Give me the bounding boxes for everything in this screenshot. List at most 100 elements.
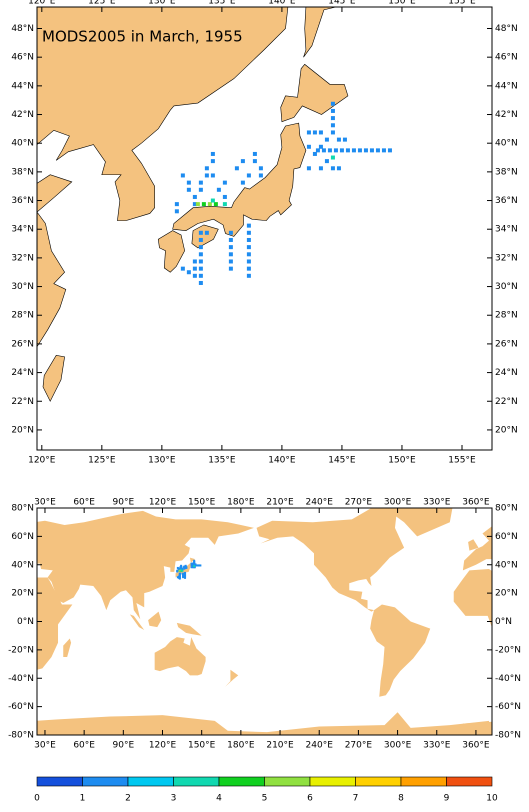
colorbar-segment	[400, 776, 447, 787]
colorbar-label: 1	[80, 794, 86, 804]
y-tick-label: -60°N	[8, 702, 34, 712]
observation	[204, 173, 209, 178]
observation	[252, 159, 257, 164]
land	[303, 7, 337, 58]
x-tick-label: 120°E	[149, 741, 177, 751]
x-tick-label: 150°E	[388, 456, 416, 466]
y-tick-label: 36°N	[11, 196, 34, 206]
y-tick-label: 44°N	[11, 81, 34, 91]
land	[154, 637, 206, 676]
observation	[186, 180, 191, 185]
x-tick-label: 330°E	[423, 741, 451, 751]
x-tick-label: 150°E	[188, 498, 216, 508]
land	[129, 614, 145, 631]
y-tick-label: 30°N	[495, 282, 518, 292]
x-tick-label: 150°E	[388, 0, 416, 7]
y-tick-label: 22°N	[495, 397, 518, 407]
observation	[315, 148, 320, 153]
observation	[333, 148, 338, 153]
observation	[234, 166, 239, 171]
observation	[204, 230, 209, 235]
observation	[192, 194, 197, 199]
y-tick-label: 48°N	[11, 24, 34, 34]
colorbar-label: 10	[486, 794, 498, 804]
observation	[185, 566, 188, 569]
observation	[210, 198, 215, 203]
observation	[193, 565, 196, 568]
observation	[228, 266, 233, 271]
observation	[246, 259, 251, 264]
observation	[178, 569, 181, 572]
x-tick-label: 135°E	[208, 456, 236, 466]
observation	[210, 173, 215, 178]
observation	[176, 570, 179, 573]
y-tick-label: 40°N	[495, 560, 518, 570]
observation	[177, 576, 180, 579]
observation	[174, 202, 179, 207]
observation	[258, 166, 263, 171]
y-tick-label: 26°N	[495, 339, 518, 349]
observation	[357, 148, 362, 153]
land	[191, 224, 219, 249]
observation	[330, 155, 335, 160]
observation	[330, 130, 335, 135]
x-tick-label: 30°E	[34, 498, 56, 508]
y-tick-label: 34°N	[11, 225, 34, 235]
x-tick-label: 90°E	[113, 741, 135, 751]
land	[176, 622, 202, 636]
x-tick-label: 135°E	[208, 0, 236, 7]
observation	[306, 166, 311, 171]
observation	[330, 116, 335, 121]
observation	[199, 564, 202, 567]
y-tick-label: 42°N	[495, 110, 518, 120]
observation	[318, 144, 323, 149]
y-tick-label: 20°N	[495, 425, 518, 435]
colorbar-label: 5	[262, 794, 268, 804]
observation	[193, 559, 196, 562]
observation	[194, 563, 197, 566]
observation	[184, 564, 187, 567]
observation	[318, 130, 323, 135]
y-tick-label: 22°N	[11, 397, 34, 407]
observation	[198, 252, 203, 257]
y-tick-label: 40°N	[11, 139, 34, 149]
observation	[228, 230, 233, 235]
y-tick-label: -20°N	[8, 645, 34, 655]
observation	[181, 569, 184, 572]
observation	[192, 266, 197, 271]
observation	[191, 564, 194, 567]
land	[37, 7, 289, 221]
land	[37, 712, 489, 735]
observation	[228, 252, 233, 257]
observation	[207, 202, 212, 207]
observation	[228, 245, 233, 250]
land	[462, 526, 492, 571]
observation	[204, 166, 209, 171]
x-tick-label: 60°E	[73, 741, 95, 751]
observation	[190, 564, 193, 567]
x-tick-label: 130°E	[148, 456, 176, 466]
observation	[246, 245, 251, 250]
x-tick-label: 210°E	[266, 498, 294, 508]
observation	[330, 166, 335, 171]
y-tick-label: 28°N	[495, 311, 518, 321]
colorbar-segment	[264, 776, 311, 787]
map-frame	[36, 6, 493, 451]
x-tick-label: 155°E	[448, 456, 476, 466]
colorbar-segment	[36, 776, 83, 787]
x-tick-label: 270°E	[345, 741, 373, 751]
colorbar-segment	[309, 776, 356, 787]
y-tick-label: 32°N	[11, 253, 34, 263]
observation	[321, 148, 326, 153]
observation	[258, 173, 263, 178]
observation	[180, 266, 185, 271]
y-tick-label: 26°N	[11, 339, 34, 349]
observation	[318, 166, 323, 171]
y-tick-label: 28°N	[11, 311, 34, 321]
observation	[228, 259, 233, 264]
observation	[381, 148, 386, 153]
colorbar-segment	[218, 776, 265, 787]
observation	[192, 202, 197, 207]
land	[256, 508, 405, 612]
observation	[210, 159, 215, 164]
